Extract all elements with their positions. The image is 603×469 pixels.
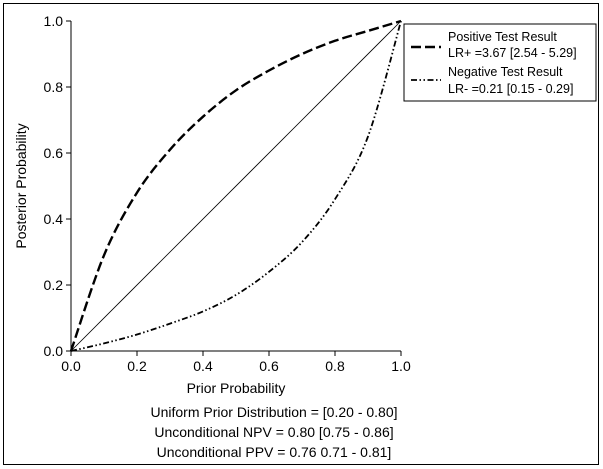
x-axis-label: Prior Probability — [187, 380, 286, 396]
legend-entry-negative-lr: LR- =0.21 [0.15 - 0.29] — [448, 82, 573, 96]
reference-diagonal-line — [70, 20, 402, 352]
y-tick-label: 0.8 — [44, 79, 64, 95]
series-lines — [69, 19, 402, 352]
x-tick-label: 1.0 — [391, 358, 411, 374]
annotation-ppv: Unconditional PPV = 0.76 0.71 - 0.81] — [156, 444, 392, 460]
series-line-positive — [69, 19, 402, 352]
annotation-npv: Unconditional NPV = 0.80 [0.75 - 0.86] — [154, 424, 394, 440]
y-tick-label: 0.0 — [44, 343, 64, 359]
x-tick-label: 0.4 — [193, 358, 213, 374]
y-ticks: 0.0 0.2 0.4 0.6 0.8 1.0 — [44, 13, 71, 359]
legend-box — [403, 23, 597, 102]
y-tick-label: 0.4 — [44, 211, 64, 227]
legend: Positive Test Result LR+ =3.67 [2.54 - 5… — [403, 23, 597, 102]
y-axis-label: Posterior Probability — [13, 123, 29, 248]
roc-chart: 0.0 0.2 0.4 0.6 0.8 1.0 0.0 0.2 0.4 0.6 0.8 1.0 Pr… — [13, 13, 597, 396]
x-tick-label: 0.0 — [61, 358, 81, 374]
y-tick-label: 0.2 — [44, 277, 64, 293]
y-tick-label: 0.6 — [44, 145, 64, 161]
chart-frame: 0.0 0.2 0.4 0.6 0.8 1.0 0.0 0.2 0.4 0.6 0.8 1.0 Pr… — [3, 3, 599, 465]
legend-entry-positive: Positive Test Result — [448, 30, 557, 44]
y-tick-label: 1.0 — [44, 13, 64, 29]
x-ticks: 0.0 0.2 0.4 0.6 0.8 1.0 — [61, 351, 411, 374]
x-tick-label: 0.8 — [325, 358, 345, 374]
legend-entry-negative: Negative Test Result — [448, 65, 563, 79]
x-tick-label: 0.2 — [127, 358, 147, 374]
x-tick-label: 0.6 — [259, 358, 279, 374]
plot-area: 0.0 0.2 0.4 0.6 0.8 1.0 0.0 0.2 0.4 0.6 0.8 1.0 — [44, 13, 411, 374]
legend-entry-positive-lr: LR+ =3.67 [2.54 - 5.29] — [448, 46, 577, 60]
annotation-uniform-prior: Uniform Prior Distribution = [0.20 - 0.8… — [150, 404, 398, 420]
